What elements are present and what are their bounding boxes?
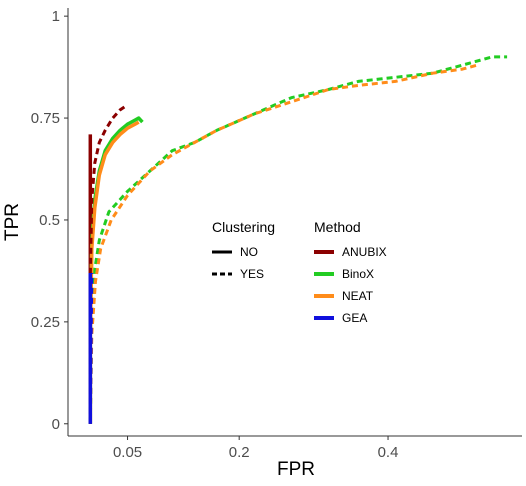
legend-label-binox: BinoX bbox=[342, 267, 374, 281]
y-tick-label: 0.5 bbox=[39, 212, 60, 229]
y-tick-label: 0.25 bbox=[31, 314, 60, 331]
series-line-neat-yes bbox=[88, 63, 478, 424]
legend-title-clustering: Clustering bbox=[212, 219, 275, 235]
axes bbox=[67, 8, 522, 437]
y-tick-label: 1 bbox=[52, 8, 60, 25]
legend-label-no: NO bbox=[240, 245, 258, 259]
legend-title-method: Method bbox=[314, 219, 361, 235]
legend-label-yes: YES bbox=[240, 267, 264, 281]
x-axis-title: FPR bbox=[277, 459, 315, 480]
legend-linetype-entries: NO YES bbox=[212, 245, 264, 281]
x-tick-label: 0.4 bbox=[378, 444, 399, 461]
x-ticks: 0.05 0.2 0.4 bbox=[113, 436, 399, 461]
y-axis-title: TPR bbox=[2, 203, 23, 241]
legend-label-neat: NEAT bbox=[342, 289, 374, 303]
legend: Clustering Method NO YES ANUBIX BinoX NEAT G… bbox=[212, 219, 387, 325]
series-line-binox-yes bbox=[88, 55, 508, 424]
series-line-anubix-yes bbox=[88, 104, 127, 424]
legend-label-anubix: ANUBIX bbox=[342, 245, 387, 259]
x-tick-label: 0.05 bbox=[113, 444, 142, 461]
y-tick-label: 0 bbox=[52, 416, 60, 433]
y-ticks: 0 0.25 0.5 0.75 1 bbox=[31, 8, 68, 433]
legend-color-entries: ANUBIX BinoX NEAT GEA bbox=[314, 245, 387, 325]
x-tick-label: 0.2 bbox=[229, 444, 250, 461]
series-line-gea-yes bbox=[88, 272, 94, 424]
legend-label-gea: GEA bbox=[342, 311, 367, 325]
series-layer bbox=[88, 55, 508, 424]
y-tick-label: 0.75 bbox=[31, 110, 60, 127]
